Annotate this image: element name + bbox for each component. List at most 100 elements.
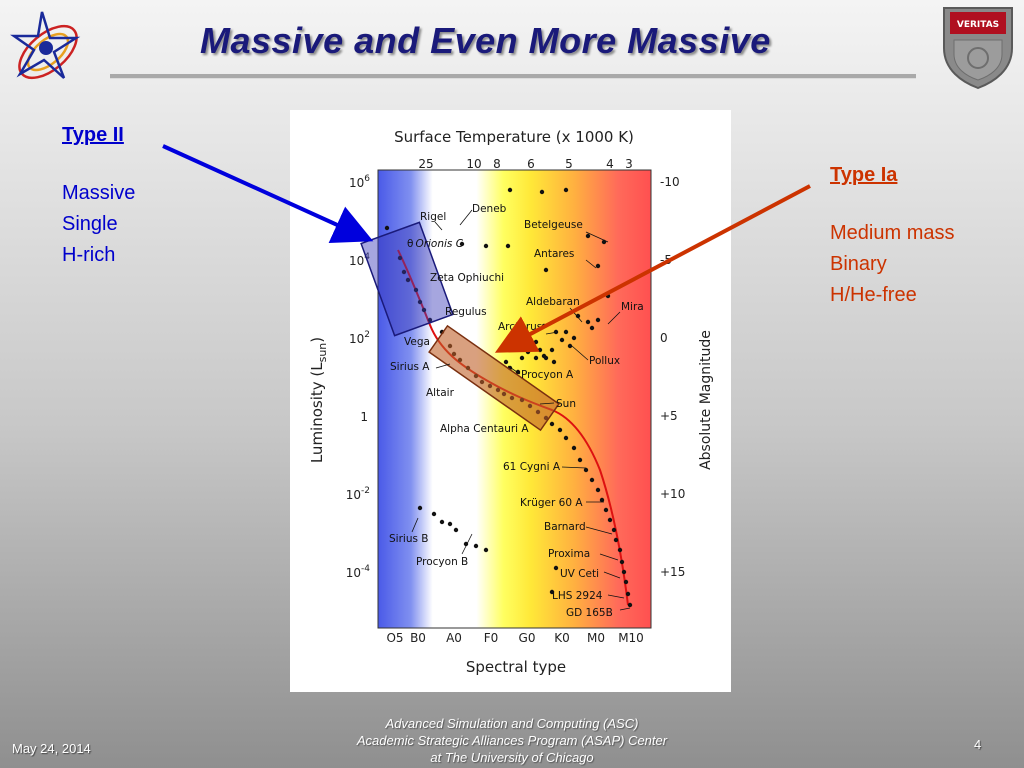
star-label: Proxima	[548, 548, 590, 560]
star-dot	[525, 349, 531, 355]
star-dot	[507, 187, 513, 193]
top-tick-label: 25	[418, 157, 433, 171]
star-dot	[621, 569, 627, 575]
star-dot	[553, 565, 559, 571]
star-label: Deneb	[472, 203, 507, 215]
spectral-tick-label: F0	[484, 631, 499, 645]
star-dot	[559, 337, 565, 343]
type-ia-line-2: Binary	[830, 253, 887, 275]
star-dot	[427, 317, 433, 323]
magnitude-tick-label: 0	[660, 331, 668, 345]
star-dot	[549, 347, 555, 353]
star-dot	[447, 521, 453, 527]
star-label: Procyon A	[521, 369, 574, 381]
star-dot	[483, 547, 489, 553]
asc-flash-logo	[10, 11, 81, 80]
top-tick-label: 8	[493, 157, 501, 171]
spectral-tick-label: A0	[446, 631, 462, 645]
star-dot	[567, 343, 573, 349]
type-ia-line-1: Medium mass	[830, 222, 955, 244]
spectral-tick-label: G0	[519, 631, 536, 645]
star-dot	[417, 505, 423, 511]
star-dot	[585, 319, 591, 325]
star-dot	[459, 241, 465, 247]
star-dot	[439, 519, 445, 525]
star-dot	[503, 359, 509, 365]
star-label: Zeta Ophiuchi	[430, 272, 504, 284]
star-dot	[595, 263, 601, 269]
star-dot	[413, 287, 419, 293]
luminosity-tick-label: 10-2	[346, 486, 370, 502]
star-dot	[619, 559, 625, 565]
star-label: Pollux	[589, 355, 620, 367]
footer-line-3: at The University of Chicago	[430, 750, 594, 765]
type-ii-progenitor-box	[360, 221, 454, 337]
top-tick-label: 6	[527, 157, 535, 171]
star-dot	[623, 579, 629, 585]
star-label: Regulus	[445, 306, 487, 318]
luminosity-tick-label: 10-4	[346, 564, 371, 580]
shield-motto: VERITAS	[957, 20, 999, 30]
star-label: θ Orionis C	[407, 238, 464, 250]
star-dot	[571, 445, 577, 451]
star-dot	[541, 323, 547, 329]
star-dot	[607, 517, 613, 523]
type-ia-block: Type Ia Medium mass Binary H/He-free	[830, 160, 954, 311]
type-ia-line-3: H/He-free	[830, 284, 917, 306]
luminosity-tick-label: 102	[349, 330, 370, 346]
star-label: Arcturus	[498, 321, 542, 333]
top-tick-label: 3	[625, 157, 633, 171]
type-ii-line-3: H-rich	[62, 244, 116, 266]
star-label: Sirius B	[389, 533, 428, 545]
star-dot	[384, 225, 390, 231]
star-dot	[589, 325, 595, 331]
luminosity-tick-label: 1	[360, 410, 368, 424]
star-dot	[549, 589, 555, 595]
magnitude-tick-label: -10	[660, 175, 680, 189]
footer-line-2: Academic Strategic Alliances Program (AS…	[356, 733, 668, 748]
top-tick-label: 10	[466, 157, 481, 171]
star-dot	[613, 537, 619, 543]
star-dot	[599, 497, 605, 503]
star-dot	[431, 511, 437, 517]
star-dot	[627, 602, 633, 608]
star-dot	[571, 335, 577, 341]
star-dot	[595, 317, 601, 323]
star-dot	[417, 299, 423, 305]
type-ii-line-2: Single	[62, 213, 118, 235]
star-label: Sun	[556, 398, 576, 410]
spectral-tick-label: M0	[587, 631, 605, 645]
hr-diagram-panel: Surface Temperature (x 1000 K) 25 10 8 6…	[290, 110, 731, 692]
star-dot	[463, 541, 469, 547]
star-dot	[473, 543, 479, 549]
star-label: LHS 2924	[552, 590, 603, 602]
star-dot	[589, 477, 595, 483]
star-dot	[603, 507, 609, 513]
star-dot	[577, 457, 583, 463]
magnitude-tick-label: +5	[660, 409, 678, 423]
star-dot	[505, 243, 511, 249]
star-dot	[611, 527, 617, 533]
star-label: Sirius A	[390, 361, 430, 373]
star-label: Altair	[426, 387, 455, 399]
spectral-tick-label: M10	[618, 631, 644, 645]
star-dot	[543, 267, 549, 273]
luminosity-axis-label: Luminosity (Lsun)	[308, 337, 329, 463]
luminosity-tick-label: 104	[349, 252, 370, 268]
star-dot	[401, 269, 407, 275]
type-ii-line-1: Massive	[62, 182, 136, 204]
star-label: Betelgeuse	[524, 219, 583, 231]
star-label: GD 165B	[566, 607, 613, 619]
star-label: Mira	[621, 301, 644, 313]
star-dot	[563, 435, 569, 441]
star-label: Vega	[404, 336, 430, 348]
footer-institution: Advanced Simulation and Computing (ASC) …	[312, 715, 712, 766]
star-dot	[583, 467, 589, 473]
star-label: Alpha Centauri A	[440, 423, 529, 435]
star-dot	[595, 487, 601, 493]
spectral-tick-label: B0	[410, 631, 426, 645]
star-label: Procyon B	[416, 556, 468, 568]
star-dot	[537, 347, 543, 353]
luminosity-tick-label: 106	[349, 174, 370, 190]
spectral-tick-label: O5	[386, 631, 403, 645]
